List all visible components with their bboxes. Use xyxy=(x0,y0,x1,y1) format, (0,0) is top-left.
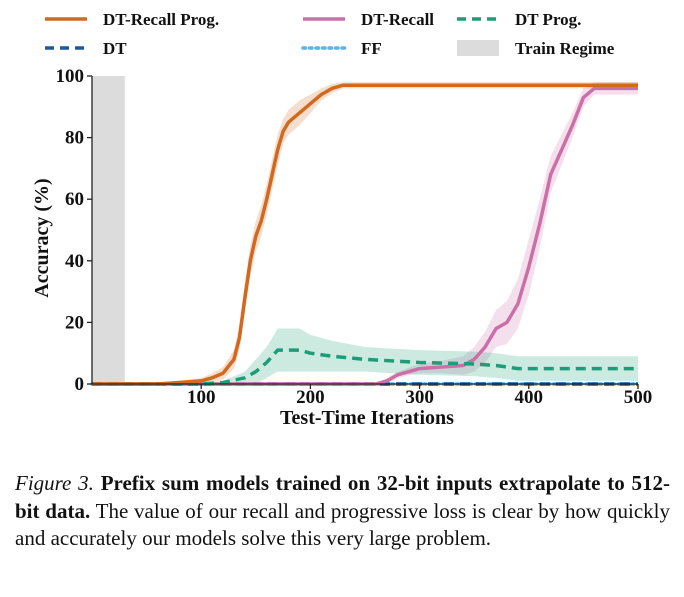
y-axis-label: Accuracy (%) xyxy=(31,178,53,297)
legend-label-dt: DT xyxy=(103,39,127,58)
y-tick-label: 0 xyxy=(75,374,85,395)
x-tick-label: 400 xyxy=(515,387,544,408)
legend-label-dt-recall-prog: DT-Recall Prog. xyxy=(103,10,219,29)
legend: DT-Recall Prog. DT-Recall DT Prog. DT FF Trai… xyxy=(45,10,615,58)
x-tick-label: 100 xyxy=(187,387,216,408)
legend-label-train-regime: Train Regime xyxy=(515,39,615,58)
legend-label-dt-recall: DT-Recall xyxy=(361,10,434,29)
chart-figure: DT-Recall Prog. DT-Recall DT Prog. DT FF Trai… xyxy=(31,10,653,429)
y-tick-label: 20 xyxy=(65,312,84,333)
chart-svg: DT-Recall Prog. DT-Recall DT Prog. DT FF Trai… xyxy=(31,10,653,429)
series-band-dt-prog xyxy=(92,328,638,384)
train-regime-band xyxy=(92,76,125,384)
legend-label-ff: FF xyxy=(361,39,382,58)
series-line-dt-recall xyxy=(92,86,638,386)
x-tick-label: 200 xyxy=(296,387,325,408)
y-tick-label: 40 xyxy=(65,251,84,272)
caption-bold-text: Prefix sum models trained on 32-bit inpu… xyxy=(15,471,670,523)
series-band-dt-recall-prog xyxy=(92,82,638,384)
series-band-dt-recall xyxy=(92,82,638,384)
plot-area xyxy=(90,76,640,386)
caption-label: Figure 3. xyxy=(15,471,94,495)
series-line-dt-recall-prog xyxy=(92,83,638,386)
legend-swatch-train-regime xyxy=(457,40,499,56)
y-tick-label: 100 xyxy=(56,66,85,87)
x-tick-label: 500 xyxy=(624,387,653,408)
axes: 0 20 40 60 80 100 100 200 300 400 500 xyxy=(56,66,653,408)
y-tick-label: 80 xyxy=(65,128,84,149)
series-line-dt-prog xyxy=(92,348,638,386)
x-axis-label: Test-Time Iterations xyxy=(280,407,454,429)
legend-label-dt-prog: DT Prog. xyxy=(515,10,581,29)
y-tick-label: 60 xyxy=(65,189,84,210)
caption-text: The value of our recall and progressive … xyxy=(15,498,670,551)
figure-caption: Figure 3. Prefix sum models trained on 3… xyxy=(15,470,670,553)
x-tick-label: 300 xyxy=(405,387,434,408)
